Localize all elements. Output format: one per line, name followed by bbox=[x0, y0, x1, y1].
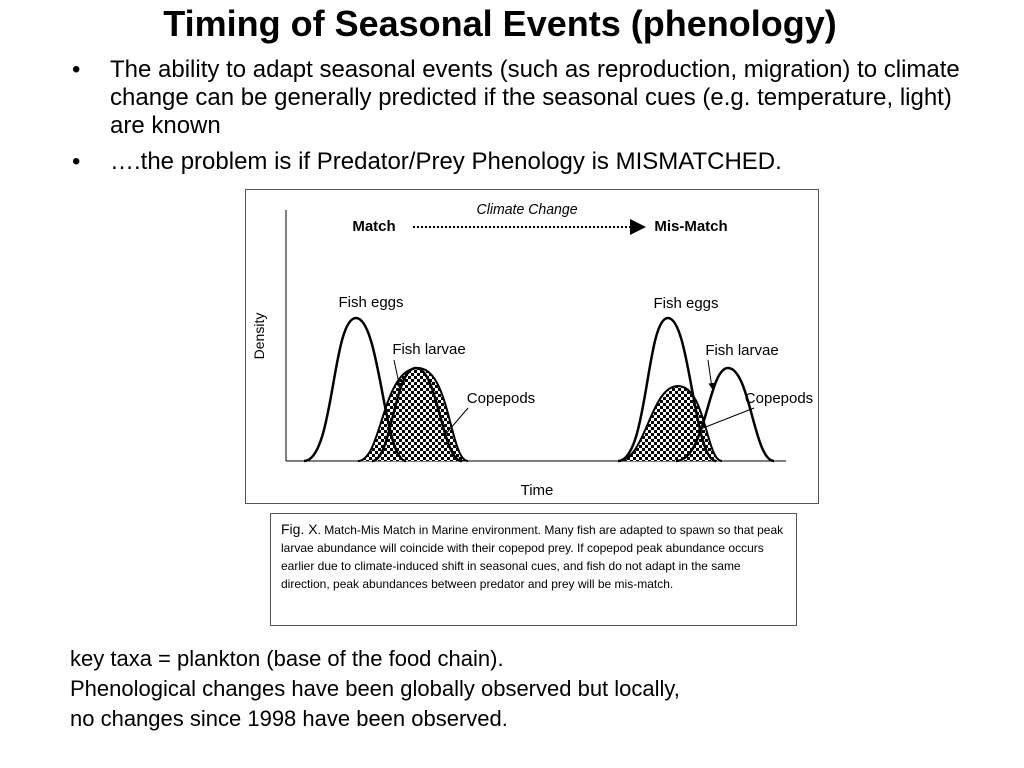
bullet-text: The ability to adapt seasonal events (su… bbox=[110, 56, 960, 139]
mismatch-label: Mis-Match bbox=[654, 218, 727, 235]
right-fish-larvae-curve bbox=[675, 366, 775, 463]
bullet-item: • The ability to adapt seasonal events (… bbox=[70, 56, 970, 140]
climate-change-label: Climate Change bbox=[477, 202, 578, 218]
right-copepods-pointer bbox=[697, 407, 755, 431]
note-line: key taxa = plankton (base of the food ch… bbox=[70, 646, 504, 671]
bullet-text: ….the problem is if Predator/Prey Phenol… bbox=[110, 148, 782, 175]
right-fish-eggs-label: Fish eggs bbox=[653, 295, 718, 312]
left-fish-larvae-curve bbox=[371, 366, 463, 463]
right-larvae-pointer bbox=[707, 359, 715, 389]
left-copepods-pointer bbox=[443, 407, 469, 437]
note-line: Phenological changes have been globally … bbox=[70, 676, 680, 701]
bottom-notes: key taxa = plankton (base of the food ch… bbox=[70, 644, 680, 734]
left-copepods-label: Copepods bbox=[467, 390, 535, 407]
bullet-marker: • bbox=[72, 56, 81, 83]
right-copepods-label: Copepods bbox=[745, 390, 813, 407]
y-axis-title: Density bbox=[251, 313, 267, 360]
slide-title: Timing of Seasonal Events (phenology) bbox=[163, 3, 837, 44]
left-larvae-pointer bbox=[393, 359, 402, 389]
right-fish-eggs-curve bbox=[617, 316, 717, 463]
figure-caption: Fig. X. Match-Mis Match in Marine enviro… bbox=[270, 513, 797, 626]
right-copepods-curve bbox=[617, 384, 723, 462]
phenology-figure: Climate Change Match Mis-Match Density T… bbox=[245, 189, 819, 504]
note-line: no changes since 1998 have been observed… bbox=[70, 706, 508, 731]
left-fish-larvae-label: Fish larvae bbox=[392, 341, 465, 358]
bullet-item: • ….the problem is if Predator/Prey Phen… bbox=[70, 148, 970, 176]
caption-text: . Match-Mis Match in Marine environment.… bbox=[281, 523, 784, 591]
bullet-list: • The ability to adapt seasonal events (… bbox=[70, 56, 970, 184]
left-copepods-fill bbox=[358, 368, 468, 461]
left-fish-eggs-label: Fish eggs bbox=[338, 294, 403, 311]
match-label: Match bbox=[352, 218, 395, 235]
x-axis-title: Time bbox=[521, 482, 554, 499]
caption-lead: Fig. X bbox=[281, 521, 318, 537]
bullet-marker: • bbox=[72, 148, 81, 175]
match-mismatch-diagram: Climate Change Match Mis-Match Density T… bbox=[251, 202, 813, 499]
right-fish-larvae-label: Fish larvae bbox=[705, 342, 778, 359]
